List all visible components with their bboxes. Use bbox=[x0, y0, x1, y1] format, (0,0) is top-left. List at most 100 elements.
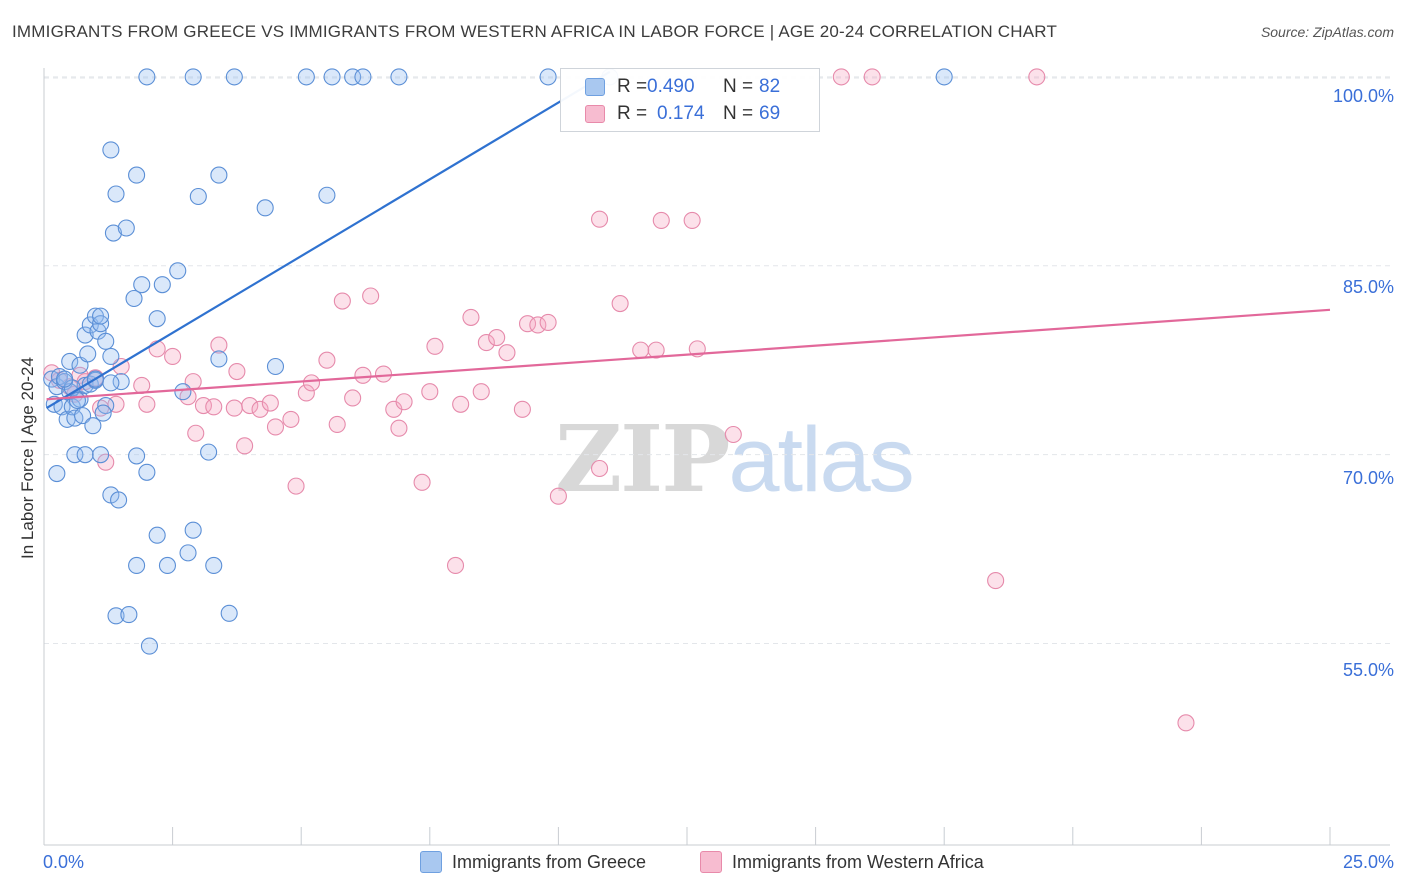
point-western-africa bbox=[333, 292, 351, 310]
legend-n-value: 82 bbox=[759, 76, 781, 97]
point-western-africa bbox=[241, 396, 259, 415]
point-greece bbox=[138, 68, 156, 86]
bottom-legend-label-western-africa: Immigrants from Western Africa bbox=[732, 851, 984, 872]
point-greece bbox=[184, 68, 202, 86]
point-greece bbox=[148, 526, 166, 544]
point-western-africa bbox=[1028, 68, 1046, 86]
point-greece bbox=[97, 332, 115, 350]
point-greece bbox=[344, 68, 362, 86]
point-greece bbox=[84, 417, 102, 435]
point-greece bbox=[179, 544, 197, 562]
point-western-africa bbox=[133, 376, 151, 394]
point-western-africa bbox=[138, 395, 156, 413]
point-western-africa bbox=[477, 334, 495, 352]
point-greece bbox=[128, 447, 146, 465]
point-western-africa bbox=[328, 415, 346, 433]
point-greece bbox=[158, 556, 177, 575]
legend-n-label: N = bbox=[723, 103, 754, 124]
point-greece bbox=[74, 407, 92, 425]
legend-swatch-western-africa bbox=[585, 105, 605, 123]
bottom-legend-swatch-western-africa bbox=[700, 851, 722, 873]
point-greece bbox=[120, 606, 138, 624]
legend-r-value: 0.174 bbox=[657, 103, 705, 124]
point-western-africa bbox=[1177, 714, 1195, 732]
watermark: ZIPatlas bbox=[555, 405, 915, 513]
point-western-africa bbox=[488, 328, 506, 347]
point-greece bbox=[125, 289, 143, 308]
point-western-africa bbox=[236, 437, 254, 455]
point-greece bbox=[200, 443, 218, 461]
point-western-africa bbox=[652, 211, 670, 229]
point-western-africa bbox=[549, 487, 567, 505]
point-western-africa bbox=[362, 287, 380, 305]
legend-swatch-greece bbox=[585, 78, 605, 96]
point-greece bbox=[92, 307, 110, 325]
y-tick-label-85: 85.0% bbox=[1342, 277, 1394, 297]
bottom-legend-swatch-greece bbox=[420, 851, 442, 873]
point-western-africa bbox=[452, 395, 470, 413]
chart-title: IMMIGRANTS FROM GREECE VS IMMIGRANTS FRO… bbox=[12, 22, 1058, 41]
point-western-africa bbox=[724, 425, 742, 444]
stats-legend: R = 0.490 N = 82 R = 0.174 N = 69 bbox=[560, 68, 820, 132]
point-western-africa bbox=[832, 68, 850, 86]
point-greece bbox=[318, 186, 336, 204]
bottom-legend-western-africa: Immigrants from Western Africa bbox=[700, 851, 984, 873]
point-western-africa bbox=[446, 556, 465, 575]
point-greece bbox=[174, 383, 192, 401]
bottom-legend-greece: Immigrants from Greece bbox=[420, 851, 646, 873]
point-greece bbox=[205, 556, 223, 575]
point-greece bbox=[66, 446, 84, 464]
legend-r-label: R = bbox=[617, 103, 648, 124]
point-western-africa bbox=[302, 374, 321, 392]
point-greece bbox=[76, 446, 94, 464]
point-greece bbox=[153, 276, 171, 294]
point-greece bbox=[76, 326, 94, 344]
point-greece bbox=[256, 199, 274, 217]
legend-r-label: R = bbox=[617, 76, 648, 97]
point-greece bbox=[133, 276, 151, 294]
point-greece bbox=[390, 68, 408, 86]
series-western-africa-points bbox=[43, 68, 1195, 732]
point-western-africa bbox=[462, 308, 480, 326]
series-greece-points bbox=[43, 68, 953, 655]
point-greece bbox=[128, 556, 146, 575]
point-western-africa bbox=[611, 294, 629, 313]
point-western-africa bbox=[228, 362, 246, 381]
point-western-africa bbox=[390, 419, 408, 437]
point-western-africa bbox=[529, 316, 547, 334]
point-western-africa bbox=[187, 424, 205, 442]
point-greece bbox=[225, 68, 243, 86]
point-greece bbox=[107, 185, 125, 203]
point-greece bbox=[323, 68, 341, 86]
point-greece bbox=[79, 345, 97, 363]
trendline-western-africa bbox=[46, 308, 1331, 401]
point-western-africa bbox=[513, 400, 531, 418]
legend-row-western-africa: R = 0.174 N = 69 bbox=[585, 101, 780, 127]
point-western-africa bbox=[210, 336, 228, 354]
point-western-africa bbox=[344, 389, 362, 407]
point-greece bbox=[102, 374, 120, 392]
point-western-africa bbox=[297, 384, 315, 402]
point-western-africa bbox=[112, 357, 130, 376]
point-greece bbox=[68, 391, 86, 410]
point-western-africa bbox=[591, 459, 609, 478]
point-western-africa bbox=[287, 477, 305, 495]
point-western-africa bbox=[426, 337, 444, 355]
point-greece bbox=[61, 352, 79, 371]
point-western-africa bbox=[205, 398, 223, 416]
legend-r-value: 0.490 bbox=[647, 76, 695, 97]
point-greece bbox=[210, 166, 228, 184]
point-greece bbox=[138, 463, 156, 481]
point-western-africa bbox=[282, 410, 300, 428]
trendlines bbox=[46, 70, 1331, 410]
watermark-atlas: atlas bbox=[728, 409, 914, 511]
point-greece bbox=[104, 224, 122, 242]
point-western-africa bbox=[472, 383, 490, 401]
point-western-africa bbox=[498, 344, 516, 362]
point-western-africa bbox=[318, 351, 336, 369]
x-tick-label-min: 0.0% bbox=[43, 852, 85, 872]
y-tick-label-100: 100.0% bbox=[1332, 86, 1394, 106]
point-western-africa bbox=[539, 313, 557, 331]
point-western-africa bbox=[261, 394, 279, 412]
point-greece bbox=[102, 141, 120, 159]
